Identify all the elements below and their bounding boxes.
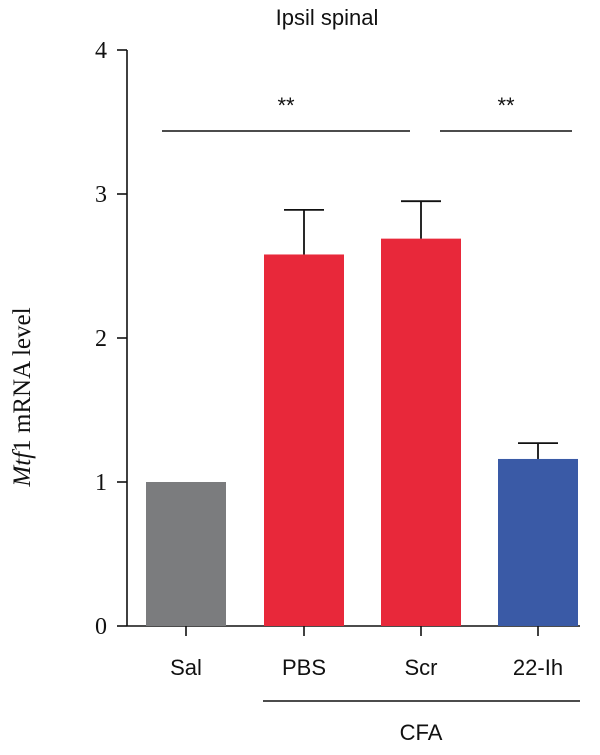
x-tick-label: 22-Ih	[513, 655, 563, 680]
bar-sal	[146, 482, 226, 626]
y-ticks: 0 1 2 3 4	[95, 38, 127, 640]
x-tick-label: Scr	[405, 655, 438, 680]
x-ticks: Sal PBS Scr 22-Ih	[170, 626, 563, 680]
y-axis-label: Mtf1 mRNA level	[9, 307, 36, 487]
significance-label: **	[277, 93, 295, 118]
y-tick-label: 2	[95, 326, 107, 352]
y-axis-label-rest: 1 mRNA level	[9, 307, 36, 451]
bar-22-ih	[498, 458, 578, 626]
y-tick-label: 0	[95, 614, 107, 640]
x-tick-label: Sal	[170, 655, 202, 680]
y-tick-label: 1	[95, 470, 107, 496]
group-label: CFA	[400, 720, 443, 745]
y-tick-label: 4	[95, 38, 107, 64]
y-tick-label: 3	[95, 182, 107, 208]
error-bars	[284, 200, 558, 459]
bars	[146, 238, 578, 627]
bar-scr	[381, 238, 461, 626]
y-axis-label-italic: Mtf	[9, 449, 36, 488]
x-tick-label: PBS	[282, 655, 326, 680]
bar-pbs	[264, 254, 344, 627]
chart-title: Ipsil spinal	[276, 5, 379, 30]
significance-label: **	[497, 93, 515, 118]
significance-markers: ** **	[162, 93, 572, 132]
